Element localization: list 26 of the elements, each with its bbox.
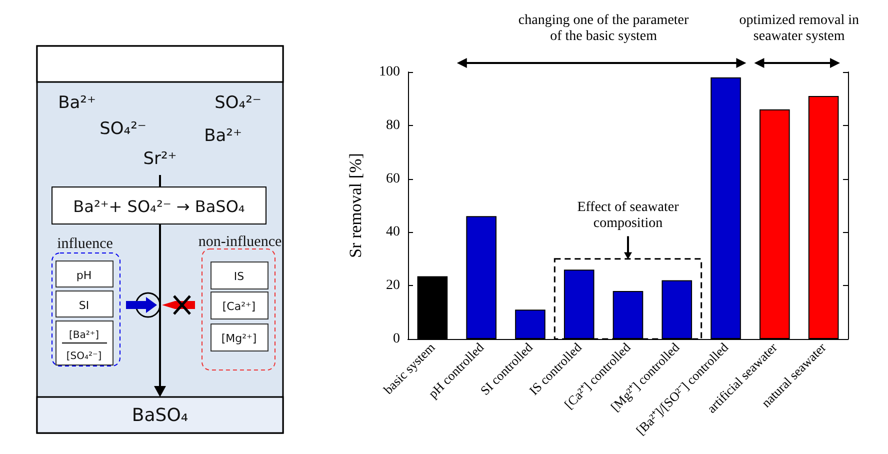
text: IS	[234, 270, 244, 283]
text: Sr²⁺	[143, 149, 177, 169]
y-tick-label: 60	[386, 171, 400, 186]
text: pH	[76, 269, 92, 282]
text: Ba²⁺	[204, 126, 242, 146]
text: influence	[57, 236, 114, 252]
y-axis-title: Sr removal [%]	[346, 153, 365, 258]
annotation: Effect of seawater composition	[577, 200, 680, 231]
text: Ba²⁺+ SO₄²⁻ → BaSO₄	[73, 197, 245, 216]
y-tick-label: 80	[386, 118, 400, 133]
text: [Ba²⁺]	[68, 330, 100, 341]
text: changing one of the parameter of the basic system	[518, 13, 690, 44]
y-tick-label: 0	[393, 332, 400, 346]
text: optimized removal in seawater system	[739, 13, 859, 44]
text: non-influence	[198, 234, 282, 250]
y-tick-label: 20	[386, 278, 400, 294]
text: [SO₄²⁻]	[66, 351, 102, 362]
text: SO₄²⁻	[214, 93, 262, 113]
text: SI	[78, 299, 90, 312]
text: Ba²⁺	[58, 93, 96, 113]
text: [Ca²⁺]	[222, 300, 256, 313]
y-tick-label: 100	[379, 64, 400, 80]
y-tick-label: 40	[386, 224, 400, 240]
text: BaSO₄	[132, 405, 188, 426]
text: SO₄²⁻	[100, 119, 146, 139]
text: [Mg²⁺]	[221, 332, 257, 345]
